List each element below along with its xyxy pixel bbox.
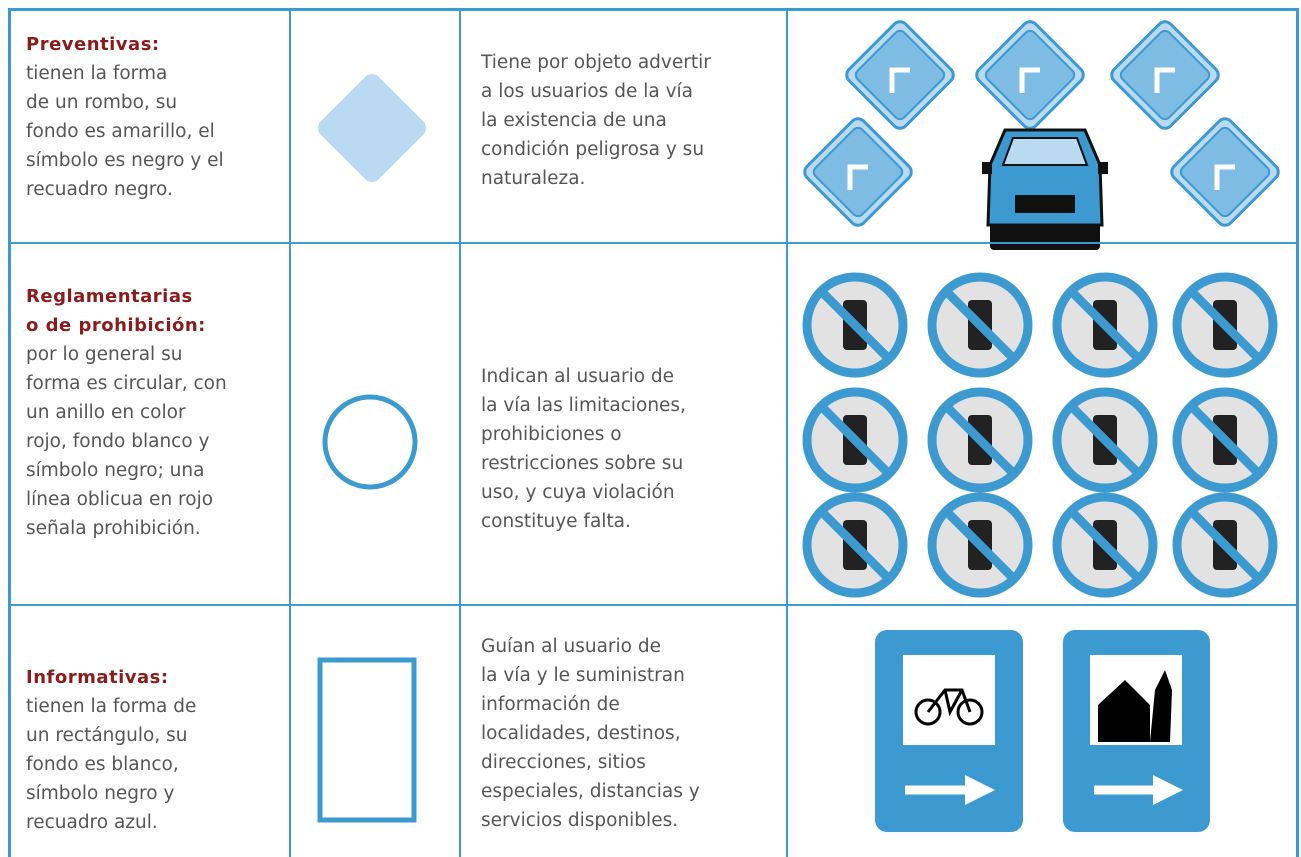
type-description: por lo general su — [26, 344, 183, 365]
type-cell: Informativas: tienen la forma de un rectán… — [26, 663, 196, 837]
purpose-text: localidades, destinos, — [481, 723, 681, 744]
diamond-shape — [318, 74, 426, 182]
purpose-cell: Tiene por objeto advertir a los usuarios … — [481, 48, 711, 193]
type-description: tienen la forma — [26, 63, 168, 84]
border — [459, 8, 461, 857]
type-title: Preventivas: — [26, 34, 160, 55]
type-description: señala prohibición. — [26, 518, 201, 539]
type-cell: Preventivas: tienen la forma de un rombo, … — [26, 30, 224, 204]
type-description: fondo es amarillo, el — [26, 121, 215, 142]
type-title: Informativas: — [26, 667, 169, 688]
purpose-text: la vía y le suministran — [481, 665, 685, 686]
warning-signs — [803, 20, 1280, 227]
purpose-text: Tiene por objeto advertir — [481, 52, 711, 73]
type-cell: Reglamentarias o de prohibición: por lo ge… — [26, 282, 227, 543]
purpose-text: restricciones sobre su — [481, 453, 684, 474]
border — [289, 8, 291, 857]
purpose-text: prohibiciones o — [481, 424, 622, 445]
info-sign — [1063, 630, 1210, 832]
circle-shape — [322, 394, 418, 490]
info-sign — [875, 630, 1023, 832]
type-description: rojo, fondo blanco y — [26, 431, 210, 452]
purpose-text: la existencia de una — [481, 110, 667, 131]
border — [786, 8, 788, 857]
type-description: tienen la forma de — [26, 696, 197, 717]
type-description: de un rombo, su — [26, 92, 178, 113]
purpose-text: Guían al usuario de — [481, 636, 661, 657]
type-description: símbolo negro y — [26, 783, 175, 804]
border — [1296, 8, 1299, 857]
type-description: fondo es blanco, — [26, 754, 179, 775]
purpose-text: la vía las limitaciones, — [481, 395, 686, 416]
border — [8, 8, 11, 857]
type-description: recuadro negro. — [26, 179, 173, 200]
type-description: línea oblicua en rojo — [26, 489, 214, 510]
border — [8, 8, 1298, 11]
car — [982, 128, 1108, 250]
purpose-text: información de — [481, 694, 620, 715]
type-title: Reglamentarias — [26, 286, 193, 307]
prohibition-signs — [802, 272, 1278, 598]
purpose-text: Indican al usuario de — [481, 366, 675, 387]
rectangle-shape — [317, 657, 417, 823]
purpose-cell: Indican al usuario de la vía las limitaci… — [481, 362, 686, 536]
purpose-text: servicios disponibles. — [481, 810, 679, 831]
type-description: un rectángulo, su — [26, 725, 188, 746]
type-description: recuadro azul. — [26, 812, 158, 833]
type-description: un anillo en color — [26, 402, 186, 423]
purpose-text: condición peligrosa y su — [481, 139, 705, 160]
purpose-text: uso, y cuya violación — [481, 482, 675, 503]
purpose-text: constituye falta. — [481, 511, 631, 532]
purpose-text: a los usuarios de la vía — [481, 81, 693, 102]
type-title: o de prohibición: — [26, 315, 206, 336]
purpose-text: direcciones, sitios — [481, 752, 646, 773]
border — [8, 242, 1298, 244]
purpose-cell: Guían al usuario de la vía y le suministr… — [481, 632, 700, 835]
type-description: símbolo es negro y el — [26, 150, 224, 171]
type-description: forma es circular, con — [26, 373, 227, 394]
type-description: símbolo negro; una — [26, 460, 205, 481]
purpose-text: especiales, distancias y — [481, 781, 700, 802]
purpose-text: naturaleza. — [481, 168, 586, 189]
border — [8, 604, 1298, 606]
